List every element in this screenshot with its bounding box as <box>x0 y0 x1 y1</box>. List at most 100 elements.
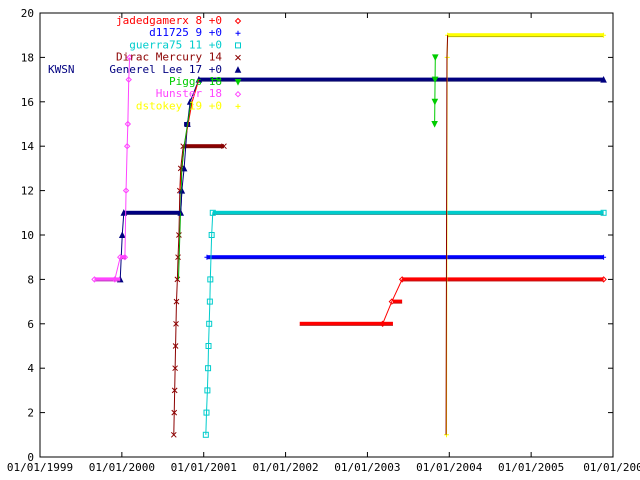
legend-prefix: KWSN <box>48 63 75 76</box>
data-point <box>176 232 182 238</box>
y-tick-label: 14 <box>21 140 35 153</box>
data-point <box>206 320 213 327</box>
data-point <box>600 276 607 283</box>
data-point <box>205 365 212 372</box>
x-tick-label: 01/01/1999 <box>7 461 73 474</box>
data-point <box>235 54 241 61</box>
series-0 <box>299 276 607 328</box>
series-line <box>94 57 131 280</box>
data-point <box>398 276 406 283</box>
data-point <box>601 254 607 260</box>
series-line <box>434 57 436 125</box>
data-point <box>234 66 242 73</box>
data-point <box>431 54 439 62</box>
series-2 <box>202 209 607 438</box>
data-point <box>171 409 178 416</box>
data-point <box>118 231 126 238</box>
data-point <box>111 276 119 283</box>
data-point <box>173 298 180 305</box>
data-point <box>204 254 210 260</box>
data-point <box>600 209 607 216</box>
connector-line <box>177 101 192 280</box>
data-point <box>206 298 213 305</box>
legend-entry: d11725 9 +0 <box>149 26 222 39</box>
data-point <box>235 103 241 109</box>
legend-entry: Generel Lee 17 +0 <box>109 63 222 76</box>
data-point <box>123 142 131 150</box>
data-point <box>600 75 607 83</box>
data-point <box>601 32 607 38</box>
series-6 <box>91 54 133 283</box>
series-bar <box>299 321 393 326</box>
y-tick-label: 10 <box>21 229 34 242</box>
data-point <box>121 253 129 261</box>
y-tick-label: 16 <box>21 96 34 109</box>
legend-entry: dstokey 19 +0 <box>136 99 222 112</box>
data-point <box>126 54 133 61</box>
data-point <box>91 276 98 283</box>
legend-entry: guerra75 11 +0 <box>129 38 222 51</box>
data-point <box>207 276 214 283</box>
data-point <box>125 76 132 83</box>
x-tick-label: 01/01/2004 <box>416 461 483 474</box>
chart-marks <box>91 32 607 438</box>
data-point <box>379 320 386 328</box>
series-7 <box>444 32 607 438</box>
x-tick-label: 01/01/200 <box>583 461 640 474</box>
axes: 0 2 4 6 8 10 12 14 16 18 20 01/01/1999 01/01/2000 01/… <box>7 7 640 474</box>
data-point <box>431 76 439 84</box>
data-point <box>120 209 128 216</box>
y-tick-label: 20 <box>21 7 34 20</box>
data-point <box>172 343 179 349</box>
x-tick-label: 01/01/2003 <box>334 461 400 474</box>
series-bar <box>392 299 403 304</box>
data-point <box>235 30 241 36</box>
y-tick-label: 2 <box>27 407 34 420</box>
y-tick-label: 12 <box>21 185 34 198</box>
data-point <box>173 320 179 327</box>
y-tick-label: 8 <box>27 273 34 286</box>
series-1 <box>204 254 607 260</box>
y-tick-label: 18 <box>21 51 34 64</box>
data-point <box>171 387 178 394</box>
legend-entry: Hunster 18 <box>156 87 222 100</box>
y-tick-label: 4 <box>27 362 34 375</box>
data-point <box>208 232 215 238</box>
series-line <box>205 212 604 435</box>
series-line <box>446 34 604 435</box>
data-point <box>124 120 132 128</box>
data-point <box>234 79 242 86</box>
data-point <box>204 387 211 394</box>
x-tick-label: 01/01/2002 <box>252 461 318 474</box>
data-point <box>431 121 438 128</box>
series-5 <box>431 54 439 128</box>
series-3 <box>170 143 227 438</box>
data-point <box>170 431 177 438</box>
data-point <box>234 17 242 25</box>
data-point <box>202 431 209 438</box>
legend-entry: Piggs 18 <box>169 75 222 88</box>
data-point <box>122 187 130 194</box>
data-point <box>117 253 124 261</box>
data-point <box>234 90 242 98</box>
data-point <box>180 164 188 172</box>
series-line <box>173 145 224 435</box>
legend-entry: Dirac Mercury 14 <box>116 51 222 64</box>
data-point <box>205 343 212 349</box>
series-line <box>382 278 604 324</box>
data-point <box>209 209 216 216</box>
series-line <box>119 79 604 280</box>
data-point <box>203 409 210 416</box>
connector-line <box>445 35 449 435</box>
data-point <box>235 42 241 49</box>
data-point <box>221 143 227 150</box>
connector-line <box>180 190 183 213</box>
x-tick-label: 01/01/2005 <box>498 461 564 474</box>
x-tick-label: 01/01/2000 <box>89 461 155 474</box>
data-point <box>431 98 439 106</box>
data-point <box>172 365 178 372</box>
data-point <box>388 298 396 305</box>
y-tick-label: 6 <box>27 318 34 331</box>
